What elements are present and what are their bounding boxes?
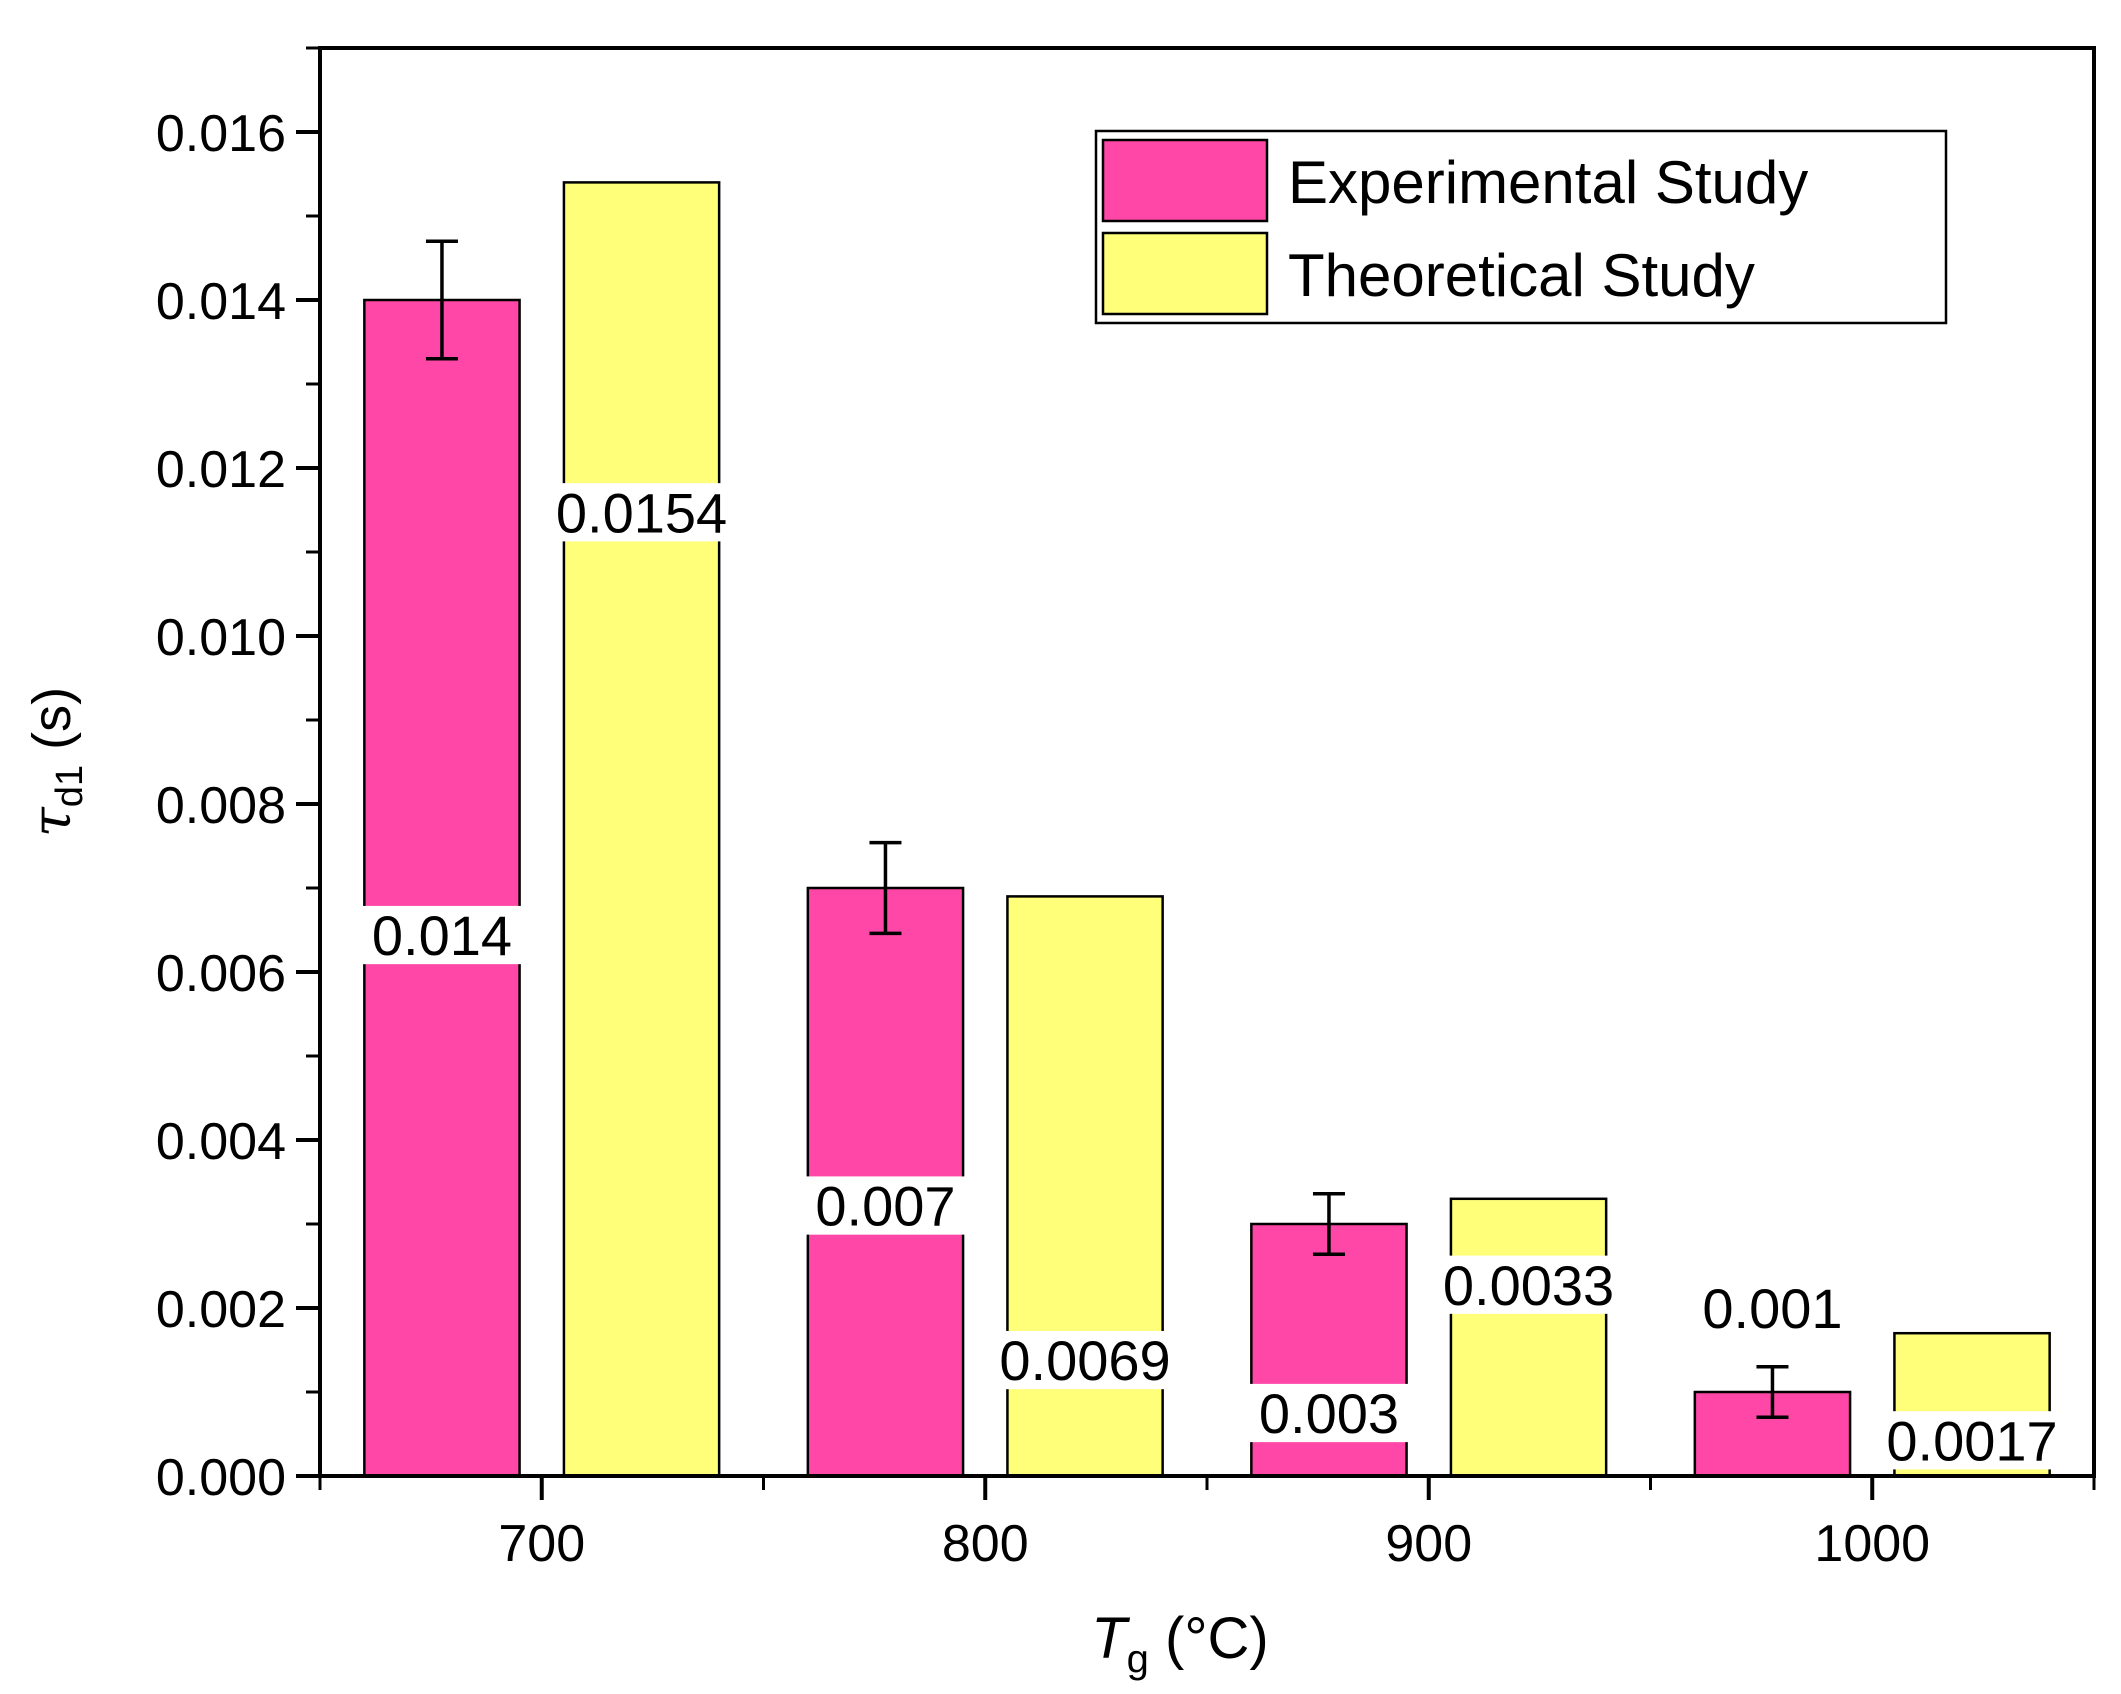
data-label-background (1874, 1411, 2070, 1470)
data-label-background (803, 1176, 968, 1235)
data-label-background (987, 1330, 1183, 1390)
data-label-background (1247, 1383, 1411, 1443)
y-tick-label: 0.006 (156, 945, 286, 1003)
y-axis-unit: (s) (22, 687, 82, 765)
data-label-theoretical: 0.0033 (1443, 1254, 1614, 1317)
y-tick-label: 0.016 (156, 105, 286, 163)
data-label-background (1431, 1255, 1626, 1314)
tick-labels-layer: 0.000 0.002 0.004 0.006 0.008 0.010 0.012 0.014… (156, 105, 1930, 1573)
y-tick-label: 0.004 (156, 1113, 286, 1171)
x-tick-label: 700 (498, 1515, 585, 1573)
axis-ticks (296, 46, 2096, 1500)
x-tick-label: 1000 (1814, 1515, 1930, 1573)
x-tick-label: 900 (1385, 1515, 1472, 1573)
data-label-theoretical: 0.0017 (1886, 1409, 2057, 1472)
x-tick-label: 800 (942, 1515, 1029, 1573)
legend: Experimental Study Theoretical Study (1094, 129, 1948, 325)
bar-experimental (363, 298, 521, 1478)
y-tick-label: 0.002 (156, 1281, 286, 1339)
x-axis-unit: (°C) (1149, 1606, 1269, 1671)
legend-label-theoretical: Theoretical Study (1288, 242, 1755, 309)
legend-label-experimental: Experimental Study (1288, 149, 1808, 216)
x-axis-subscript: g (1127, 1637, 1149, 1681)
data-label-theoretical: 0.0069 (999, 1329, 1170, 1392)
y-tick-label: 0.012 (156, 441, 286, 499)
legend-swatch-theoretical (1101, 231, 1269, 316)
data-label-background (544, 483, 739, 542)
x-axis-symbol: T (1091, 1606, 1130, 1671)
data-label-experimental: 0.014 (372, 904, 512, 967)
y-axis-label: τd1 (s) (20, 687, 91, 837)
data-label-background (360, 905, 524, 965)
y-tick-label: 0.000 (156, 1449, 286, 1507)
legend-swatch-experimental (1101, 138, 1269, 223)
plot-frame (318, 46, 2096, 1478)
bar-theoretical (1449, 1197, 1608, 1478)
data-label-experimental: 0.003 (1259, 1382, 1399, 1445)
y-tick-label: 0.008 (156, 777, 286, 835)
data-label-theoretical: 0.0154 (556, 481, 727, 544)
x-axis-label: Tg (°C) (1091, 1606, 1269, 1681)
data-label-experimental: 0.001 (1702, 1277, 1842, 1340)
y-axis-subscript: d1 (49, 765, 91, 807)
data-labels-layer: 0.014 0.007 0.003 0.001 0.0154 0.0069 0.0033 0.… (360, 481, 2070, 1472)
y-axis-symbol: τ (20, 806, 83, 837)
error-bars-layer (425, 239, 1789, 1419)
bar-theoretical (562, 181, 721, 1478)
y-tick-label: 0.010 (156, 609, 286, 667)
data-label-experimental: 0.007 (815, 1175, 955, 1238)
y-tick-label: 0.014 (156, 273, 286, 331)
